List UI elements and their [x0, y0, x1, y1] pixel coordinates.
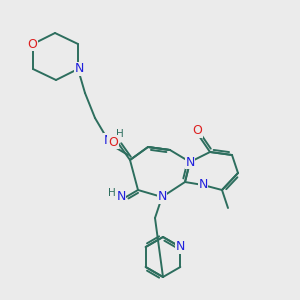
Text: N: N — [185, 155, 195, 169]
Text: N: N — [198, 178, 208, 191]
Text: H: H — [108, 188, 116, 198]
Text: N: N — [74, 62, 84, 76]
Text: O: O — [192, 124, 202, 137]
Text: O: O — [108, 136, 118, 148]
Text: N: N — [116, 190, 126, 203]
Text: N: N — [157, 190, 167, 203]
Text: N: N — [176, 241, 185, 254]
Text: H: H — [116, 129, 124, 139]
Text: N: N — [103, 134, 113, 146]
Text: O: O — [27, 38, 37, 50]
